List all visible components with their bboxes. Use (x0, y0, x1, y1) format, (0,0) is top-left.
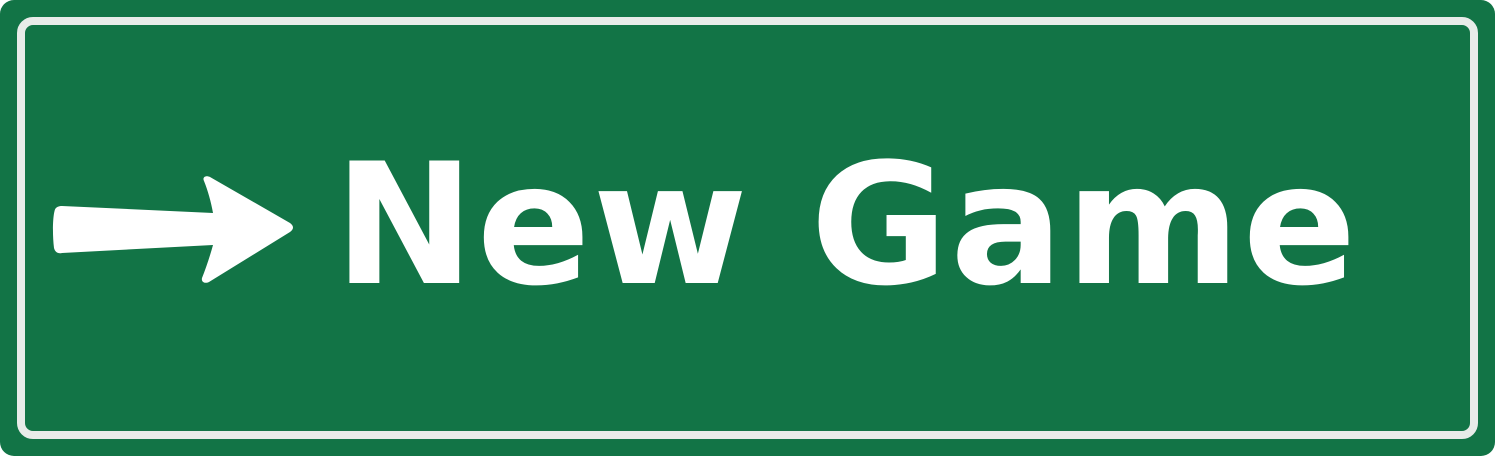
new-game-label: New Game (334, 127, 1359, 323)
arrow-right-icon (52, 176, 294, 283)
